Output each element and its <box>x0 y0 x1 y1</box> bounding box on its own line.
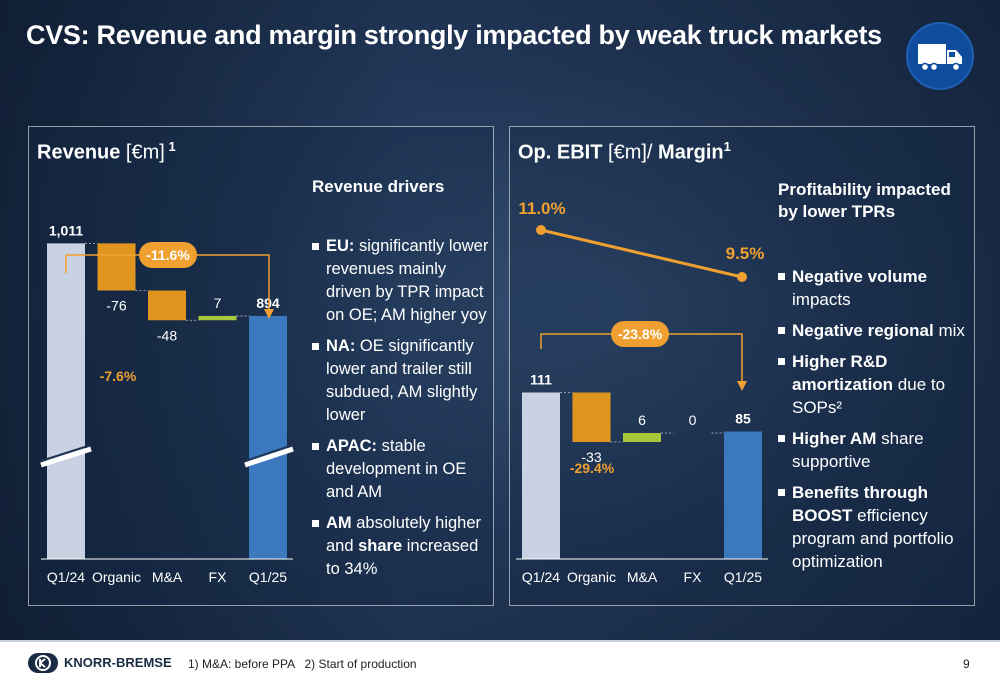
revenue-panel: Revenue [€m] 1 1,011 Q1/24 -76 Organic -48 M&… <box>28 126 494 606</box>
knorr-bremse-logo <box>28 653 58 673</box>
bar-organic <box>572 392 611 442</box>
data-label: -48 <box>157 327 177 343</box>
list-item: Higher AM share supportive <box>778 427 970 473</box>
data-label: -33 <box>581 449 601 465</box>
revenue-drivers-heading: Revenue drivers <box>312 177 445 196</box>
margin-line <box>540 228 743 279</box>
axis-break-gap <box>40 444 92 462</box>
data-label: 111 <box>530 372 552 388</box>
data-label: 7 <box>214 295 222 311</box>
bar-ma <box>148 290 186 321</box>
list-item: AM absolutely higher and share increased… <box>312 512 490 581</box>
bar-q124 <box>522 392 560 559</box>
data-label: 6 <box>638 412 646 428</box>
ebit-chart: 111 Q1/24 -33 Organic 6 M&A 0 FX 85 Q1/25 11.0% 9.5… <box>516 199 768 585</box>
revenue-chart: 1,011 Q1/24 -76 Organic -48 M&A 7 FX 894 Q1/25 -11… <box>40 222 294 585</box>
change-badge <box>139 242 197 268</box>
tick-label: M&A <box>627 569 658 585</box>
tick-label: M&A <box>152 569 183 585</box>
ebit-drivers-list: Negative volume impacts Negative regiona… <box>778 265 970 581</box>
list-item: Negative volume impacts <box>778 265 970 311</box>
data-label: 0 <box>689 412 697 428</box>
tick-label: FX <box>209 569 228 585</box>
tick-label: Q1/24 <box>47 569 85 585</box>
bar-q124 <box>47 243 85 559</box>
margin-point <box>536 225 546 235</box>
tick-label: Q1/25 <box>249 569 287 585</box>
revenue-panel-title: Revenue [€m] 1 <box>37 139 176 164</box>
ebit-panel: Op. EBIT [€m]/ Margin1 111 Q1/24 -33 Organi… <box>509 126 975 606</box>
axis-break-mark <box>244 446 294 468</box>
tick-label: Organic <box>567 569 616 585</box>
list-item: NA: OE significantly lower and trailer s… <box>312 335 490 427</box>
tick-label: Q1/25 <box>724 569 762 585</box>
margin-point <box>737 272 747 282</box>
bar-ma <box>623 433 661 442</box>
change-badge-label: -23.8% <box>618 326 663 342</box>
page-number: 9 <box>963 657 970 671</box>
list-item: APAC: stable development in OE and AM <box>312 435 490 504</box>
list-item: Benefits through BOOST efficiency progra… <box>778 481 970 573</box>
data-label: 85 <box>735 411 751 427</box>
list-item: Negative regional mix <box>778 319 970 342</box>
margin-label: 11.0% <box>518 199 565 218</box>
footnote: 1) M&A: before PPA 2) Start of productio… <box>188 657 417 671</box>
ebit-drivers-heading: Profitability impacted by lower TPRs <box>778 180 951 221</box>
organic-pct-label: -7.6% <box>100 368 137 384</box>
change-arrow-head <box>737 381 747 391</box>
bar-q125 <box>724 431 762 559</box>
company-name: KNORR-BREMSE <box>64 655 172 670</box>
margin-label: 9.5% <box>726 244 765 263</box>
tick-label: Organic <box>92 569 141 585</box>
axis-break-mark <box>40 446 92 468</box>
bar-fx <box>198 315 237 321</box>
list-item: Higher R&D amortization due to SOPs² <box>778 350 970 419</box>
data-label: 1,011 <box>49 222 83 238</box>
footer <box>0 640 1000 687</box>
ebit-panel-title: Op. EBIT [€m]/ Margin1 <box>518 139 731 164</box>
truck-icon <box>906 22 974 90</box>
bar-q125 <box>249 315 287 559</box>
change-badge-label: -11.6% <box>146 247 190 263</box>
list-item: EU: significantly lower revenues mainly … <box>312 235 490 327</box>
revenue-drivers-list: EU: significantly lower revenues mainly … <box>312 235 490 589</box>
data-label: 894 <box>256 295 280 311</box>
page-title: CVS: Revenue and margin strongly impacte… <box>26 20 882 50</box>
tick-label: FX <box>684 569 703 585</box>
bar-organic <box>97 243 136 291</box>
change-arrow-head <box>264 309 274 319</box>
axis-break-gap <box>244 444 294 462</box>
organic-pct-label: -29.4% <box>570 460 615 476</box>
tick-label: Q1/24 <box>522 569 560 585</box>
data-label: -76 <box>106 298 126 314</box>
change-badge <box>611 321 669 347</box>
